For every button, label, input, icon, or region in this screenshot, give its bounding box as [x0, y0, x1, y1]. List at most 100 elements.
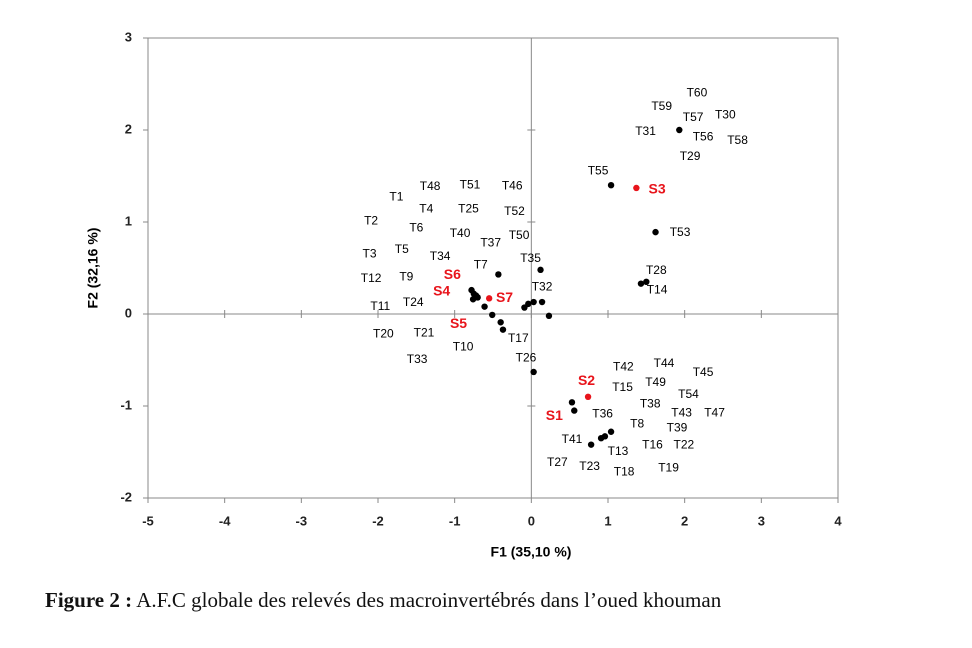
point-label: T37 — [480, 235, 501, 249]
point-label: T30 — [715, 107, 736, 121]
point — [676, 126, 683, 134]
point-label: T20 — [373, 326, 394, 340]
point-label: T55 — [588, 164, 609, 178]
point — [607, 428, 615, 435]
point-label: T48 — [420, 179, 441, 193]
x-tick-label: 2 — [681, 513, 688, 528]
x-tick-label: -5 — [142, 513, 154, 528]
point-label: T19 — [658, 461, 679, 475]
point — [489, 311, 496, 319]
point-label: T8 — [630, 417, 644, 431]
x-tick-label: 0 — [528, 513, 535, 528]
point-label: T47 — [704, 406, 725, 420]
point-label: S2 — [578, 372, 595, 388]
caption: Figure 2 : A.F.C globale des relevés des… — [45, 588, 722, 612]
point-label: T18 — [614, 464, 635, 478]
point-label: T27 — [547, 455, 568, 469]
point-label: S6 — [444, 266, 461, 282]
y-tick-label: 2 — [125, 121, 132, 136]
point-label: T15 — [612, 380, 633, 394]
point-label: T39 — [667, 420, 688, 434]
point-label: T16 — [642, 438, 663, 452]
point-label: T59 — [651, 99, 672, 113]
point-label: T43 — [671, 406, 692, 420]
x-tick-label: -4 — [219, 513, 231, 528]
point-label: T34 — [430, 249, 451, 263]
point-label: T26 — [516, 350, 537, 364]
point — [469, 296, 477, 303]
point-label: T56 — [693, 130, 714, 144]
y-tick-label: 3 — [125, 29, 132, 44]
point — [530, 298, 537, 306]
point-label: S1 — [546, 407, 563, 423]
point-label: T45 — [693, 365, 714, 379]
point-label: T7 — [474, 257, 488, 271]
point-label: T40 — [450, 226, 471, 240]
point-label: T31 — [635, 124, 656, 138]
point-label: T4 — [419, 201, 433, 215]
point — [607, 182, 615, 189]
y-tick-label: 1 — [125, 213, 132, 228]
point — [584, 393, 592, 400]
point — [530, 368, 537, 376]
x-tick-label: -3 — [296, 513, 308, 528]
point-label: S7 — [496, 289, 513, 305]
point — [497, 319, 504, 326]
point-label: T32 — [532, 279, 553, 293]
caption-text: A.F.C globale des relevés des macroinver… — [136, 588, 721, 612]
point-label: T58 — [727, 133, 748, 147]
point — [637, 280, 645, 287]
point-label: T5 — [395, 242, 409, 256]
point-label: T22 — [674, 438, 695, 452]
point — [499, 326, 507, 333]
point-label: T51 — [460, 177, 481, 191]
plot-frame — [147, 37, 839, 499]
point-label: S3 — [649, 181, 666, 197]
point-label: T14 — [647, 282, 668, 296]
point-label: T2 — [364, 213, 378, 227]
point — [571, 407, 578, 414]
point-label: S4 — [433, 283, 450, 299]
point-label: T23 — [579, 459, 600, 473]
point — [587, 441, 595, 448]
y-axis-title: F2 (32,16 %) — [85, 228, 101, 309]
point-label: T57 — [683, 110, 704, 124]
point — [537, 266, 544, 274]
point-label: T35 — [520, 251, 541, 265]
x-tick-label: -1 — [449, 513, 461, 528]
point-label: T10 — [453, 339, 474, 353]
point-label: T17 — [508, 331, 529, 345]
point-label: T29 — [680, 149, 701, 163]
point — [525, 300, 532, 308]
point-label: T36 — [592, 406, 613, 420]
point-label: T9 — [399, 269, 413, 283]
point-label: T54 — [678, 387, 699, 401]
point-label: T24 — [403, 295, 424, 309]
point-label: T38 — [640, 396, 661, 410]
y-tick-label: -1 — [120, 397, 132, 412]
point-label: T33 — [407, 352, 428, 366]
point — [652, 228, 659, 236]
point — [538, 298, 546, 306]
point-label: T13 — [608, 444, 629, 458]
point-label: T41 — [562, 432, 583, 446]
point-label: T60 — [687, 85, 708, 99]
point-label: T6 — [409, 221, 423, 235]
y-tick-label: 0 — [125, 305, 132, 320]
point-label: T28 — [646, 263, 667, 277]
point-label: T1 — [389, 189, 403, 203]
point-label: T11 — [370, 299, 390, 313]
point-label: T42 — [613, 360, 634, 374]
x-tick-label: 3 — [758, 513, 765, 528]
point — [545, 312, 553, 320]
point-label: S5 — [450, 315, 467, 331]
point-label: T25 — [458, 201, 479, 215]
point-label: T3 — [363, 246, 377, 260]
point — [643, 278, 650, 285]
point-label: T12 — [361, 271, 382, 285]
x-axis-title: F1 (35,10 %) — [491, 544, 572, 560]
x-tick-label: 1 — [604, 513, 611, 528]
point-label: T49 — [645, 375, 666, 389]
